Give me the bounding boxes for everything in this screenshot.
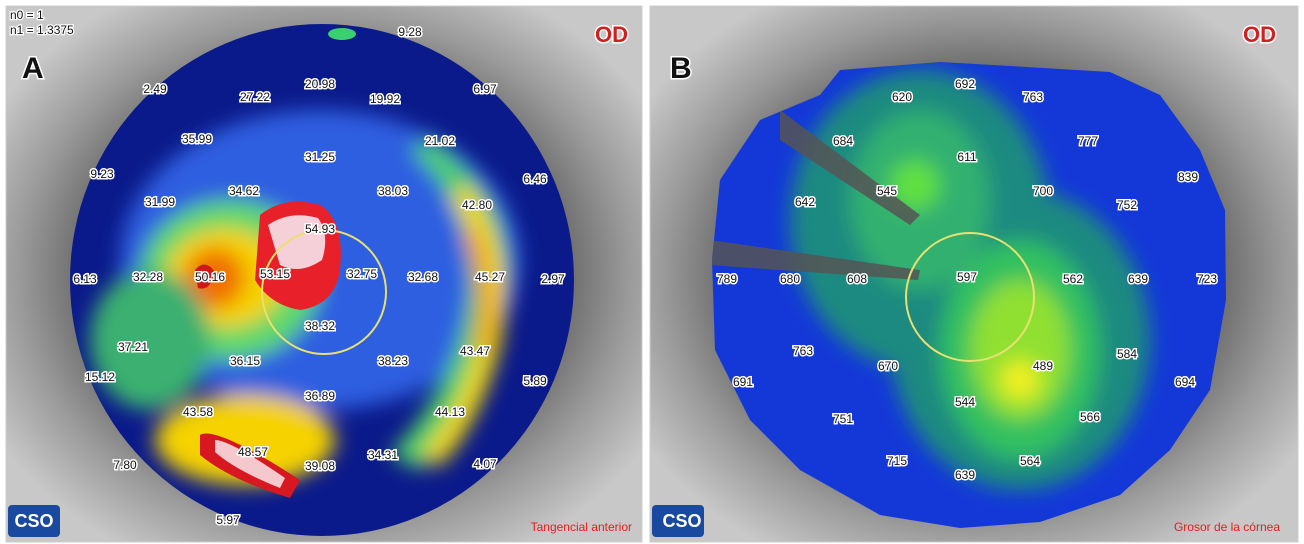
logo: CSO	[14, 511, 53, 531]
map-value: 545	[877, 184, 897, 198]
map-value: 32.28	[133, 270, 163, 284]
panel-label: B	[670, 52, 692, 85]
map-value: 27.22	[240, 90, 270, 104]
map-value: 36.15	[230, 354, 260, 368]
map-value: 751	[833, 412, 853, 426]
panel-label: A	[22, 52, 44, 85]
map-value: 620	[892, 90, 912, 104]
map-value: 4.07	[473, 457, 497, 471]
map-value: 44.13	[435, 405, 465, 419]
map-value: 6.13	[73, 272, 97, 286]
map-value: 6.97	[473, 82, 497, 96]
map-value: 21.02	[425, 134, 455, 148]
map-value: 642	[795, 195, 815, 209]
map-value: 31.25	[305, 150, 335, 164]
map-name: Grosor de la córnea	[1174, 520, 1280, 534]
map-value: 39.08	[305, 459, 335, 473]
map-value: 670	[878, 359, 898, 373]
map-value: 564	[1020, 454, 1040, 468]
map-value: 544	[955, 395, 975, 409]
map-value: 35.99	[182, 132, 212, 146]
map-value: 566	[1080, 410, 1100, 424]
map-value: 723	[1197, 272, 1217, 286]
map-value: 692	[955, 77, 975, 91]
map-value: 6.46	[523, 172, 547, 186]
map-value: 777	[1078, 134, 1098, 148]
map-value: 32.68	[408, 270, 438, 284]
map-value: 15.12	[85, 370, 115, 384]
map-value: 20.98	[305, 77, 335, 91]
map-value: 639	[955, 468, 975, 482]
map-value: 2.49	[143, 82, 167, 96]
map-value: 36.89	[305, 389, 335, 403]
map-value: 34.31	[368, 448, 398, 462]
map-value: 715	[887, 454, 907, 468]
map-value: 9.23	[90, 167, 114, 181]
map-value: 9.28	[398, 25, 422, 39]
eye-label: OD	[1243, 22, 1276, 47]
header-line: n1 = 1.3375	[10, 23, 74, 37]
figure: A OD CSO Tangencial anterior n0 = 1n1 = 1.33…	[0, 0, 1304, 544]
eye-label: OD	[595, 22, 628, 47]
map-value: 53.15	[260, 267, 290, 281]
map-value: 684	[833, 134, 853, 148]
map-value: 32.75	[347, 267, 377, 281]
map-value: 489	[1033, 359, 1053, 373]
logo: CSO	[662, 511, 701, 531]
map-value: 597	[957, 270, 977, 284]
map-value: 2.97	[541, 272, 565, 286]
map-value: 5.89	[523, 374, 547, 388]
map-value: 38.32	[305, 319, 335, 333]
map-value: 700	[1033, 184, 1053, 198]
map-value: 639	[1128, 272, 1148, 286]
map-name: Tangencial anterior	[531, 520, 632, 534]
map-value: 691	[733, 375, 753, 389]
map-value: 763	[793, 344, 813, 358]
map-value: 839	[1178, 170, 1198, 184]
map-value: 34.62	[229, 184, 259, 198]
map-value: 54.93	[305, 222, 335, 236]
map-value: 45.27	[475, 270, 505, 284]
map-value: 562	[1063, 272, 1083, 286]
map-value: 31.99	[145, 195, 175, 209]
map-value: 48.57	[238, 445, 268, 459]
map-value: 752	[1117, 198, 1137, 212]
map-value: 5.97	[216, 513, 240, 527]
header-line: n0 = 1	[10, 8, 44, 22]
map-value: 43.47	[460, 344, 490, 358]
map-value: 42.80	[462, 198, 492, 212]
map-value: 19.92	[370, 92, 400, 106]
map-value: 680	[780, 272, 800, 286]
map-value: 584	[1117, 347, 1137, 361]
map-value: 43.58	[183, 405, 213, 419]
map-value: 37.21	[118, 340, 148, 354]
map-value: 611	[957, 150, 976, 164]
map-value: 50.16	[195, 270, 225, 284]
map-value: 789	[717, 272, 737, 286]
map-value: 38.23	[378, 354, 408, 368]
map-value: 694	[1175, 375, 1195, 389]
map-value: 608	[847, 272, 867, 286]
map-value: 38.03	[378, 184, 408, 198]
map-value: 763	[1023, 90, 1043, 104]
map-value: 7.80	[113, 458, 137, 472]
